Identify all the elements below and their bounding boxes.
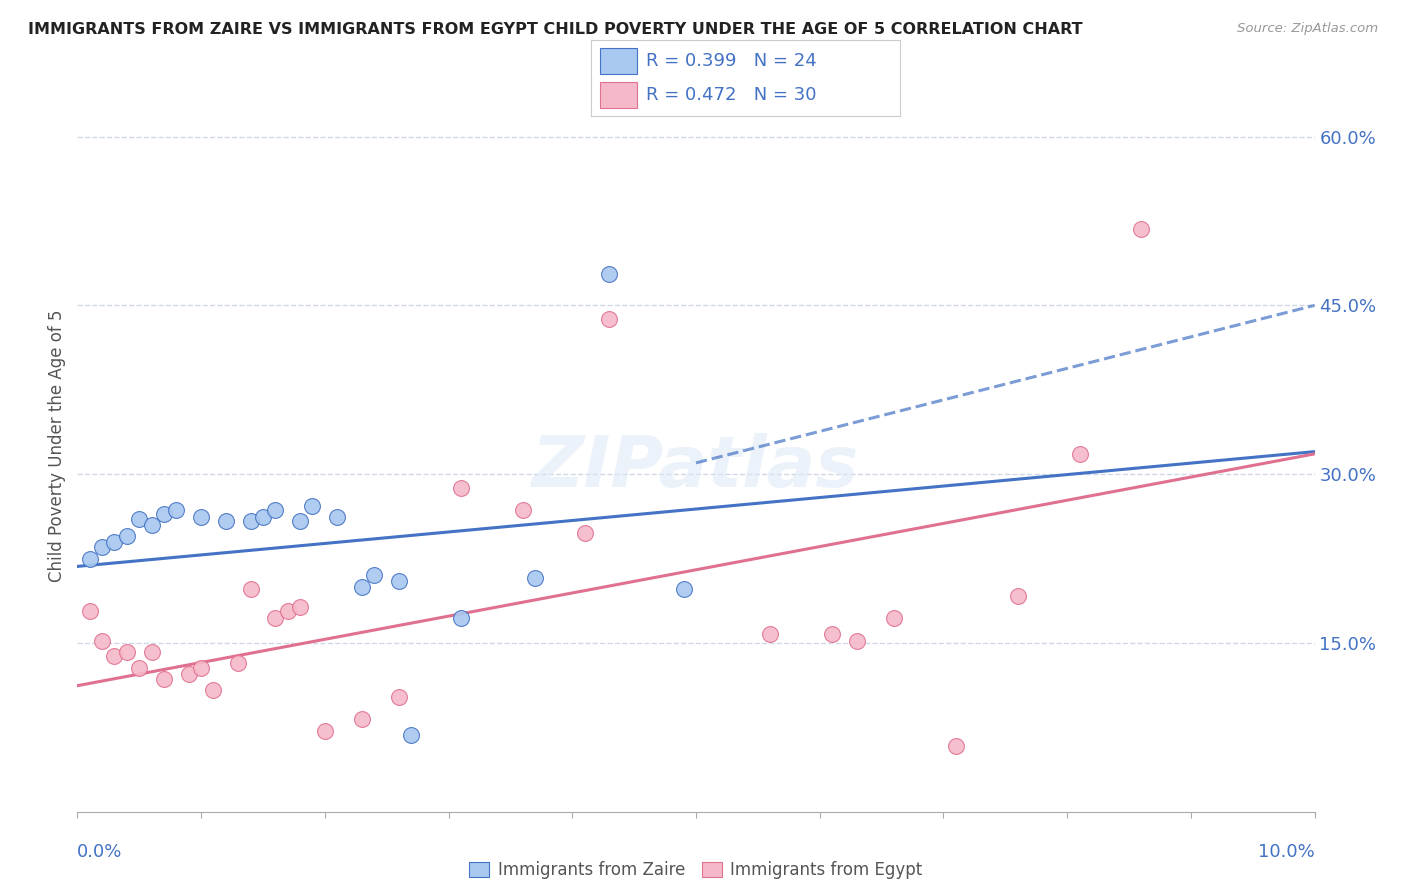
Point — [388, 690, 411, 704]
Point — [1069, 447, 1091, 461]
Point — [388, 574, 411, 588]
Legend: Immigrants from Zaire, Immigrants from Egypt: Immigrants from Zaire, Immigrants from E… — [461, 853, 931, 888]
Point — [91, 541, 114, 555]
Point — [79, 604, 101, 618]
Point — [821, 627, 844, 641]
Point — [91, 633, 114, 648]
Point — [401, 728, 423, 742]
Text: 10.0%: 10.0% — [1258, 843, 1315, 861]
Point — [128, 661, 150, 675]
Point — [115, 645, 138, 659]
Text: 0.0%: 0.0% — [77, 843, 122, 861]
Point — [190, 661, 212, 675]
Point — [512, 503, 534, 517]
FancyBboxPatch shape — [600, 47, 637, 74]
Point — [1007, 589, 1029, 603]
Point — [1130, 222, 1153, 236]
Point — [945, 739, 967, 754]
Point — [264, 611, 287, 625]
Point — [288, 515, 311, 529]
Point — [598, 267, 620, 281]
Point — [215, 515, 238, 529]
Point — [598, 311, 620, 326]
Point — [314, 723, 336, 738]
Point — [239, 582, 262, 596]
Point — [301, 499, 323, 513]
Point — [202, 683, 225, 698]
Point — [252, 509, 274, 524]
Point — [845, 633, 868, 648]
Point — [165, 503, 187, 517]
Point — [103, 534, 125, 549]
Point — [79, 551, 101, 566]
Text: Source: ZipAtlas.com: Source: ZipAtlas.com — [1237, 22, 1378, 36]
Point — [103, 649, 125, 664]
Point — [350, 580, 373, 594]
Point — [524, 571, 547, 585]
Point — [128, 512, 150, 526]
Point — [141, 517, 163, 532]
Text: R = 0.472   N = 30: R = 0.472 N = 30 — [647, 86, 817, 103]
Point — [450, 611, 472, 625]
Point — [177, 667, 200, 681]
Point — [239, 515, 262, 529]
FancyBboxPatch shape — [600, 82, 637, 109]
Point — [288, 599, 311, 614]
Point — [326, 509, 349, 524]
Point — [759, 627, 782, 641]
Point — [277, 604, 299, 618]
Point — [153, 672, 176, 686]
Y-axis label: Child Poverty Under the Age of 5: Child Poverty Under the Age of 5 — [48, 310, 66, 582]
Point — [141, 645, 163, 659]
Text: IMMIGRANTS FROM ZAIRE VS IMMIGRANTS FROM EGYPT CHILD POVERTY UNDER THE AGE OF 5 : IMMIGRANTS FROM ZAIRE VS IMMIGRANTS FROM… — [28, 22, 1083, 37]
Point — [115, 529, 138, 543]
Point — [574, 525, 596, 540]
Point — [153, 507, 176, 521]
Point — [226, 656, 249, 670]
Point — [350, 713, 373, 727]
Point — [672, 582, 695, 596]
Text: ZIPatlas: ZIPatlas — [533, 434, 859, 502]
Point — [264, 503, 287, 517]
Text: R = 0.399   N = 24: R = 0.399 N = 24 — [647, 52, 817, 70]
Point — [190, 509, 212, 524]
Point — [363, 568, 385, 582]
Point — [883, 611, 905, 625]
Point — [450, 481, 472, 495]
